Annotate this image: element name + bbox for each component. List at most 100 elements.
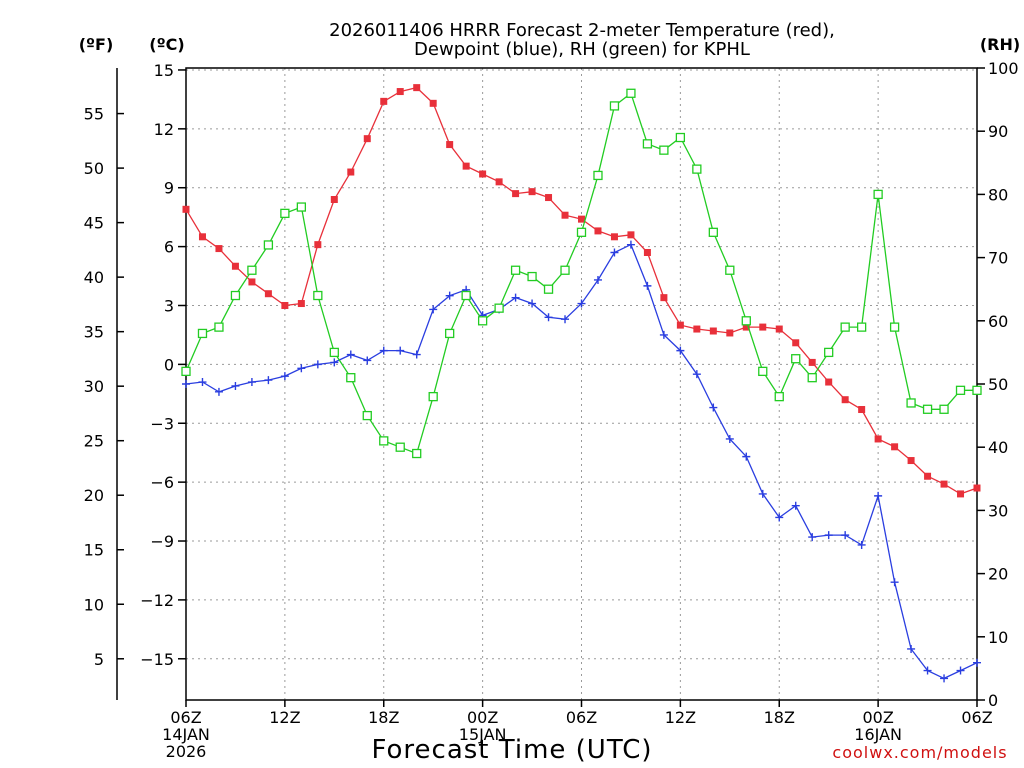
fahrenheit-tick-label: 20 [84,486,104,505]
dewpoint-point [940,674,949,683]
temperature-point [841,396,849,404]
x-tick-date: 14JAN [162,725,210,744]
dewpoint-point [626,240,635,249]
temperature-point [281,301,289,309]
rh-point [873,189,883,200]
dewpoint-point [346,350,355,359]
dewpoint-point [692,370,701,379]
celsius-tick-label: −3 [150,414,174,433]
temperature-point [462,162,470,170]
temperature-point [759,323,767,331]
dewpoint-point [874,491,883,500]
dewpoint-point [313,360,322,369]
rh-point [692,164,702,174]
dewpoint-point [791,501,800,510]
temperature-point [775,325,783,333]
rh-tick-label: 0 [988,691,998,710]
dewpoint-point [214,387,223,396]
dewpoint-point [725,434,734,443]
temperature-point [561,211,569,219]
rh-point [906,398,916,408]
credit-text: coolwx.com/models [832,743,1007,762]
temperature-point [973,484,981,492]
grid-lines [186,68,977,700]
temperature-point [429,99,437,107]
rh-point [675,132,686,143]
rh-point [461,290,471,301]
temperature-point [198,233,206,241]
rh-point [758,366,768,377]
fahrenheit-tick-label: 25 [84,432,104,451]
temperature-series [182,84,981,498]
rh-point [527,271,537,282]
dewpoint-point [824,531,833,540]
rh-tick-label: 90 [988,122,1008,141]
temperature-point [940,480,948,488]
dewpoint-point [890,578,899,587]
dewpoint-point [643,281,652,290]
rh-point [280,208,290,219]
rh-tick-label: 10 [988,628,1008,647]
rh-point [247,265,257,275]
temperature-point [874,435,882,443]
axes [116,67,985,707]
dewpoint-point [544,313,553,322]
rh-point [346,373,356,383]
unit-celsius: (ºC) [149,35,184,54]
rh-point [412,448,422,459]
rh-point [445,328,455,339]
rh-point [494,303,504,313]
temperature-point [891,443,899,451]
rh-tick-label: 50 [988,375,1008,394]
dewpoint-point [182,380,190,388]
x-tick-label: 12Z [665,708,696,727]
rh-point [214,322,224,332]
plot-frame [185,67,978,701]
x-tick-label: 00Z [862,708,893,727]
dewpoint-point [363,356,372,365]
temperature-point [660,294,668,302]
dewpoint-point [956,666,965,675]
x-tick-date: 15JAN [459,725,507,744]
rh-point [543,284,554,294]
fahrenheit-tick-label: 35 [84,323,104,342]
dewpoint-point [247,378,256,387]
rh-point [197,328,208,339]
dewpoint-point [577,299,586,308]
dewpoint-point [297,364,306,373]
x-tick-label: 06Z [566,708,597,727]
fahrenheit-tick-label: 55 [84,105,104,124]
dewpoint-point [445,291,454,300]
rh-point [939,404,949,414]
dewpoint-point [676,346,685,355]
x-tick-label: 06Z [170,708,201,727]
dewpoint-point [280,372,289,381]
dewpoint-point [709,403,718,412]
dewpoint-point [758,489,767,498]
temperature-point [676,321,684,329]
temperature-point [231,262,239,270]
rh-point [659,145,669,155]
rh-point [576,227,587,237]
rh-point [477,316,488,326]
rh-point [922,404,933,414]
dewpoint-point [841,531,850,540]
rh-point [296,202,307,212]
temperature-point [594,227,602,235]
temperature-point [248,278,256,286]
fahrenheit-tick-label: 5 [94,650,104,669]
dewpoint-point [808,533,817,542]
x-tick-year: 2026 [166,742,207,761]
temperature-point [314,241,322,249]
temperature-point [446,141,454,149]
fahrenheit-tick-label: 50 [84,159,104,178]
temperature-point [709,327,717,335]
dewpoint-point [907,644,916,653]
temperature-point [380,97,388,105]
temperature-point [363,135,371,143]
dewpoint-point [264,376,273,385]
dewpoint-point [775,513,784,522]
rh-point [889,322,900,332]
dewpoint-point [511,293,520,302]
temperature-point [825,378,833,386]
